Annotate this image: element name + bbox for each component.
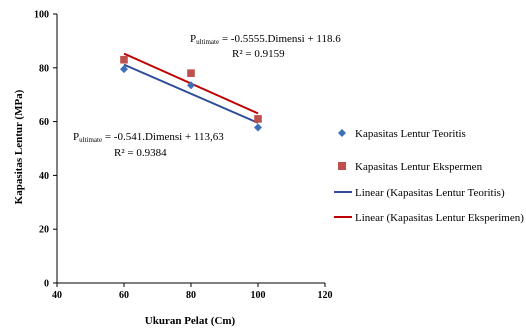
- x-tick-label: 40: [52, 290, 62, 301]
- equation-eksperimen: Pultimate = -0.5555.Dimensi + 118.6: [190, 33, 341, 46]
- y-tick-label: 100: [34, 10, 49, 21]
- x-tick-label: 120: [318, 290, 333, 301]
- legend-marker-eksperimen: [338, 162, 346, 170]
- point-eksperimen: [254, 115, 262, 123]
- x-tick-label: 60: [119, 290, 129, 301]
- x-ticks: 40 60 80 100 120: [52, 283, 333, 301]
- legend-label-linear-teoritis: Linear (Kapasitas Lentur Teoritis): [355, 187, 505, 199]
- y-tick-label: 60: [39, 117, 49, 128]
- x-tick-label: 100: [251, 290, 266, 301]
- point-teoritis: [187, 81, 195, 90]
- point-teoritis: [120, 65, 128, 74]
- point-eksperimen: [120, 55, 128, 64]
- legend-label-teoritis: Kapasitas Lentur Teoritis: [355, 128, 466, 140]
- legend-marker-teoritis: [338, 129, 346, 137]
- legend-label-eksperimen: Kapasitas Lentur Ekspermen: [355, 161, 483, 173]
- y-axis-label: Kapasitas Lentur (MPa): [13, 89, 25, 204]
- point-eksperimen: [187, 69, 195, 77]
- x-axis-label: Ukuran Pelat (Cm): [145, 315, 236, 327]
- y-tick-label: 40: [39, 171, 49, 182]
- point-teoritis: [254, 123, 262, 132]
- r-squared-eksperimen: R² = 0.9159: [232, 48, 285, 60]
- axes: [56, 14, 325, 284]
- r-squared-teoritis: R² = 0.9384: [114, 147, 167, 159]
- y-ticks: 0 20 40 60 80 100: [34, 10, 57, 290]
- equation-annotations: Pultimate = -0.5555.Dimensi + 118.6 R² = …: [73, 33, 341, 159]
- y-tick-label: 20: [39, 225, 49, 236]
- data-points: [120, 55, 262, 132]
- equation-teoritis: Pultimate = -0.541.Dimensi + 113,63: [73, 131, 224, 144]
- y-tick-label: 0: [44, 279, 49, 290]
- legend-label-linear-eksperimen: Linear (Kapasitas Lentur Eksperimen): [355, 212, 524, 224]
- trendline-teoritis: [123, 63, 259, 124]
- y-tick-label: 80: [39, 63, 49, 74]
- legend: Kapasitas Lentur Teoritis Kapasitas Lentu…: [334, 128, 524, 224]
- x-tick-label: 80: [186, 290, 196, 301]
